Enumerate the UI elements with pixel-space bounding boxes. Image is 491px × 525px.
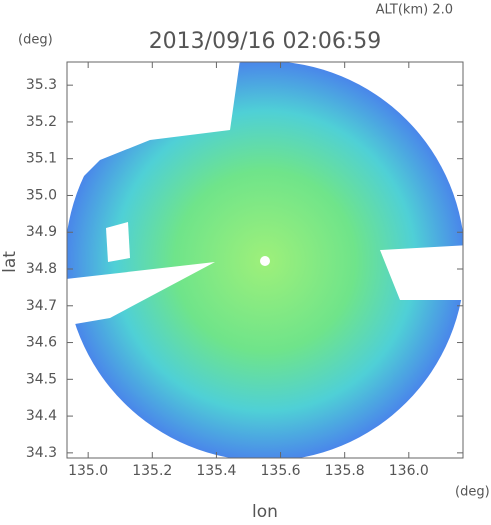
x-tick-label: 135.2 — [132, 463, 172, 479]
y-axis-label: lat — [0, 251, 20, 273]
x-unit: (deg) — [455, 485, 490, 500]
x-axis-label: lon — [252, 502, 278, 521]
y-tick-label: 35.2 — [26, 114, 57, 130]
plot-frame — [66, 61, 464, 459]
radar-site — [260, 256, 270, 266]
y-unit: (deg) — [18, 33, 53, 48]
y-tick-label: 34.9 — [26, 224, 57, 240]
x-tick-label: 136.0 — [389, 463, 429, 479]
y-tick-label: 34.8 — [26, 261, 57, 277]
altitude-label: ALT(km) 2.0 — [376, 3, 453, 18]
y-tick-label: 34.5 — [26, 371, 57, 387]
y-tick-label: 35.3 — [26, 77, 57, 93]
x-tick-label: 135.0 — [68, 463, 108, 479]
chart-title: 2013/09/16 02:06:59 — [149, 29, 382, 54]
echo-gap — [380, 245, 463, 300]
y-tick-label: 34.7 — [26, 298, 57, 314]
y-tick-label: 34.3 — [26, 445, 57, 461]
echo-gap — [67, 62, 240, 193]
echo-gap — [67, 262, 215, 326]
x-tick-label: 135.4 — [196, 463, 236, 479]
y-tick-label: 35.0 — [26, 187, 57, 203]
echo-gap — [106, 222, 130, 262]
y-tick-label: 34.4 — [26, 408, 57, 424]
radar-echo — [67, 62, 463, 458]
x-tick-label: 135.6 — [261, 463, 301, 479]
y-tick-label: 34.6 — [26, 335, 57, 351]
x-tick-label: 135.8 — [325, 463, 365, 479]
y-tick-label: 35.1 — [26, 151, 57, 167]
